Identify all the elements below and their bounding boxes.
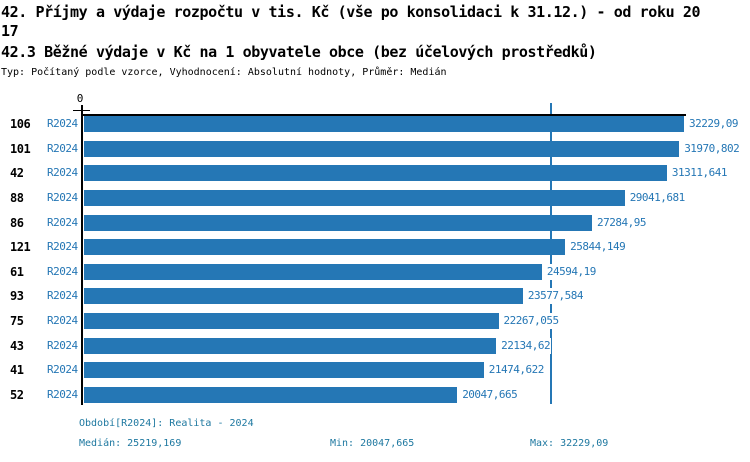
bar-value-label: 21474,622: [487, 362, 545, 379]
bar-value-label: 24594,19: [545, 263, 597, 280]
row-period-label: R2024: [47, 166, 78, 180]
bar-value-label: 32229,09: [688, 116, 739, 132]
row-period-label: R2024: [47, 264, 78, 278]
bar: [84, 189, 625, 206]
bar: [84, 214, 592, 231]
bar: [84, 165, 667, 182]
bar-value-label: 20047,665: [461, 386, 519, 403]
bar-value-label: 31970,802: [683, 140, 741, 157]
row-period-label: R2024: [47, 141, 78, 155]
chart-row: 86 R2024 27284,95: [0, 214, 750, 232]
chart-row: 42 R2024 31311,641: [0, 165, 750, 182]
footer-max: Max: 32229,09: [530, 438, 609, 449]
row-category-label: 43: [10, 338, 24, 353]
bar: [84, 313, 499, 329]
chart-row: 121 R2024 25844,149: [0, 239, 750, 256]
bar: [84, 362, 484, 379]
page-subtitle: 42.3 Běžné výdaje v Kč na 1 obyvatele ob…: [1, 43, 597, 61]
chart-row: 61 R2024 24594,19: [0, 263, 750, 281]
chart-row: 41 R2024 21474,622: [0, 362, 750, 379]
row-category-label: 101: [10, 141, 31, 156]
bar-value-label: 22267,055: [502, 313, 560, 329]
chart-row: 52 R2024 20047,665: [0, 386, 750, 404]
row-period-label: R2024: [47, 289, 78, 303]
row-category-label: 61: [10, 264, 24, 279]
row-period-label: R2024: [47, 338, 78, 352]
page-title-line2: 17: [1, 22, 19, 40]
row-category-label: 41: [10, 363, 24, 378]
footer-min: Min: 20047,665: [330, 438, 415, 449]
row-category-label: 42: [10, 166, 24, 181]
bar: [84, 288, 523, 305]
row-period-label: R2024: [47, 240, 78, 254]
y-axis-line: [81, 105, 83, 405]
chart-meta-line: Typ: Počítaný podle vzorce, Vyhodnocení:…: [1, 67, 447, 78]
bar-value-label: 22134,62: [500, 337, 552, 354]
x-axis-zero-label: 0: [76, 92, 84, 105]
chart-row: 88 R2024 29041,681: [0, 189, 750, 207]
bar: [84, 263, 542, 280]
row-category-label: 121: [10, 240, 31, 255]
bar: [84, 140, 680, 157]
row-period-label: R2024: [47, 190, 78, 204]
chart-row: 93 R2024 23577,584: [0, 288, 750, 305]
chart-row: 43 R2024 22134,62: [0, 337, 750, 355]
row-category-label: 86: [10, 215, 24, 230]
row-category-label: 75: [10, 314, 24, 328]
bar-value-label: 27284,95: [596, 214, 647, 231]
row-period-label: R2024: [47, 387, 78, 401]
x-axis-line: [81, 114, 686, 116]
footer-median: Medián: 25219,169: [79, 438, 182, 449]
bar-value-label: 31311,641: [670, 165, 728, 182]
bar: [84, 386, 458, 403]
chart-row: 101 R2024 31970,802: [0, 140, 750, 158]
bar: [84, 337, 497, 354]
bar: [84, 239, 566, 256]
bar-value-label: 23577,584: [526, 288, 584, 305]
bar-value-label: 29041,681: [628, 189, 686, 206]
row-period-label: R2024: [47, 215, 78, 229]
footer-period-info: Období[R2024]: Realita - 2024: [79, 418, 254, 429]
chart-row: 106 R2024 32229,09: [0, 116, 750, 133]
chart-row: 75 R2024 22267,055: [0, 313, 750, 330]
page-title-line1: 42. Příjmy a výdaje rozpočtu v tis. Kč (…: [1, 3, 701, 21]
row-category-label: 93: [10, 289, 24, 304]
row-category-label: 88: [10, 190, 24, 205]
row-category-label: 52: [10, 387, 24, 402]
row-category-label: 106: [10, 117, 31, 131]
bar-value-label: 25844,149: [569, 239, 627, 256]
row-period-label: R2024: [47, 314, 78, 327]
bar-chart: 0 106 R2024 32229,09 101 R2024 31970,802 42 R20…: [0, 90, 750, 420]
row-period-label: R2024: [47, 363, 78, 377]
bar: [84, 116, 684, 132]
row-period-label: R2024: [47, 117, 78, 130]
